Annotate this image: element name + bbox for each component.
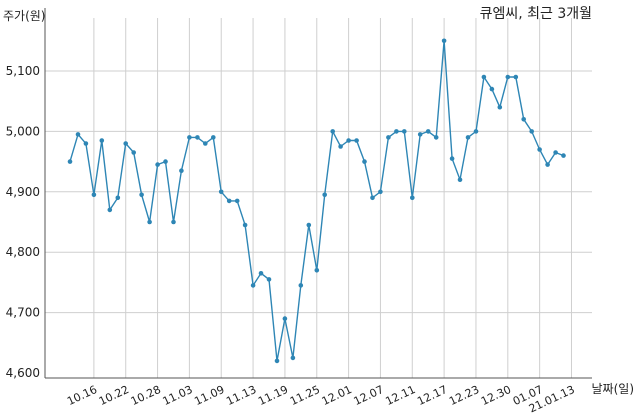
data-point [489,86,495,92]
data-point [187,135,192,140]
data-point [131,150,136,155]
y-tick-labels: 4,600 4,700 4,800 4,900 5,000 5,100 [6,64,40,380]
data-point [218,189,224,195]
data-point [505,74,511,80]
x-tick-label: 12.30 [479,383,513,408]
gridlines [45,18,592,378]
data-point [362,159,367,164]
data-point [298,283,304,288]
data-point [250,283,256,288]
data-point [338,144,343,149]
data-point [99,138,105,143]
data-point [139,192,144,198]
data-point [521,117,526,122]
x-tick-label: 11.13 [224,383,258,408]
price-series [67,38,566,364]
y-tick-label: 5,000 [6,124,40,138]
axes [44,8,592,379]
data-point [386,135,391,140]
y-tick-label: 4,800 [6,245,40,259]
data-point [354,138,359,143]
data-point [346,138,351,143]
x-tick-label: 11.19 [256,383,290,408]
data-point [433,135,439,140]
data-point [537,147,542,152]
data-point [513,74,519,80]
data-point [290,355,296,361]
y-tick-label: 4,600 [6,366,40,380]
x-tick-label: 12.17 [415,383,449,408]
chart-title: 큐엠씨, 최근 3개월 [480,6,592,22]
data-point [91,192,97,198]
x-tick-label: 12.23 [447,383,481,408]
data-point [449,156,455,161]
x-tick-label: 10.16 [65,383,99,408]
x-tick-label: 12.07 [352,383,386,408]
data-point [274,358,280,364]
data-point [394,129,399,134]
data-point [561,153,566,158]
x-tick-label: 10.28 [129,383,163,408]
data-point [370,195,375,201]
y-tick-label: 4,700 [6,306,40,320]
data-point [107,207,113,213]
x-axis-label: 날짜(일) [592,382,634,396]
data-point [171,219,176,225]
data-point [553,150,558,155]
data-point [322,192,328,198]
x-tick-label: 11.09 [192,383,226,408]
data-point [402,129,407,134]
data-point [457,177,463,182]
data-point [314,268,320,273]
data-point [226,198,232,204]
data-point [410,195,415,201]
x-tick-label: 11.03 [161,383,195,408]
data-point [481,74,487,80]
data-point [441,38,447,44]
data-point [282,316,288,321]
x-tick-labels: 10.1610.2210.2811.0311.0911.1311.1911.25… [65,383,577,415]
data-point [417,132,423,137]
data-point [203,141,208,146]
data-point [155,162,160,167]
data-point [67,159,73,164]
data-point [497,104,503,110]
data-point [306,222,312,228]
data-point [473,129,479,134]
data-point [147,219,152,225]
data-point [465,135,471,140]
data-point [425,129,431,134]
data-point [179,168,184,173]
data-point [242,222,248,228]
data-point [529,129,534,134]
data-point [123,141,128,146]
y-tick-label: 4,900 [6,185,40,199]
data-point [75,132,81,137]
x-tick-label: 11.25 [288,383,322,408]
data-point [234,198,240,204]
data-point [378,189,383,195]
data-point [115,195,121,201]
data-point [545,162,550,167]
x-tick-label: 10.22 [97,383,131,408]
data-point [211,135,216,140]
y-axis-label: 주가(원) [3,9,45,23]
y-tick-label: 5,100 [6,64,40,78]
x-tick-label: 12.01 [320,383,354,408]
data-point [195,135,200,140]
x-tick-label: 12.11 [384,383,418,408]
data-point [83,141,89,146]
data-point [330,129,336,134]
data-point [258,271,264,276]
data-point [163,159,168,164]
data-point [266,277,272,282]
